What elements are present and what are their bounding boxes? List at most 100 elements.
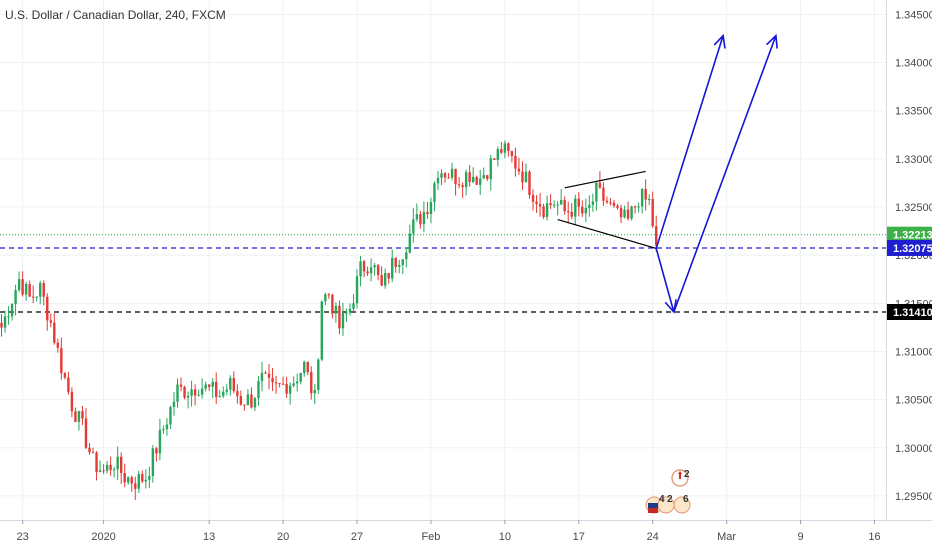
projection-arrowhead-1 [713,33,726,49]
candle [193,384,197,406]
candle [496,146,500,167]
candle [475,175,478,185]
candle-body [542,206,545,218]
candle-body [619,207,623,218]
candle-body [426,211,429,215]
candle [401,259,404,275]
candle-body [538,204,542,207]
candle [84,408,88,449]
candle [176,378,179,408]
candle-body [574,198,577,217]
candle-body [373,265,376,268]
candle [137,470,140,493]
projection-arrow-down [655,248,675,313]
candle [3,310,7,333]
candle-body [612,202,616,206]
candle-body [461,185,464,188]
candle [440,169,443,186]
candle [179,377,183,392]
candle-body [70,391,74,412]
candle-body [77,411,81,423]
candle-body [637,206,640,208]
candle [215,372,218,405]
candle-body [591,201,595,205]
time-tick-label: 9 [797,531,803,543]
candle [552,200,556,208]
candle-body [552,204,556,206]
candle [542,203,545,220]
candle [158,418,162,461]
candle [49,313,52,328]
candle-body [225,389,228,392]
candle [584,198,588,223]
candle-body [598,182,602,188]
price-tick-label: 1.33500 [895,106,932,118]
candle [493,158,496,161]
candle-body [412,219,415,234]
candle [486,174,489,182]
candle [320,300,324,362]
candle-body [10,303,14,317]
candle-body [60,347,63,374]
candlestick-series [0,140,658,500]
price-tick-label: 1.29500 [895,491,932,503]
candle [119,452,123,484]
candle [619,204,623,223]
candle [60,337,63,380]
price-axis[interactable]: 1.295001.300001.305001.310001.315001.320… [886,0,932,520]
candle [482,167,485,179]
candle [510,150,514,163]
candle [151,445,155,483]
candle [655,215,658,252]
candle-body [165,424,169,430]
candle-body [98,470,102,473]
badge-circle [673,496,691,514]
candle-body [102,470,105,472]
candle [31,285,35,304]
candle [471,167,475,184]
candle [545,195,549,221]
candle [609,198,612,206]
candle [538,192,542,217]
candle [383,268,387,289]
candle [376,264,380,281]
candle-body [49,320,52,323]
time-tick-label: Feb [421,531,440,543]
candle-body [267,373,271,378]
candle [429,197,433,224]
candle-body [253,398,257,408]
candle [95,451,98,481]
time-axis[interactable]: 23 2020 13 20 27 Feb 10 17 24 Mar 9 16 [0,520,932,543]
candle-body [0,322,3,328]
price-level-label: 1.32213 [893,230,932,242]
candle-body [24,284,28,295]
time-tick-label: 10 [499,531,511,543]
candle [535,195,538,213]
candle-body [190,389,193,396]
candle [362,259,366,278]
candle [352,294,355,312]
maple-leaf-icon [678,471,682,479]
candle [190,380,193,407]
candle [489,154,492,191]
price-tick-label: 1.34500 [895,9,932,21]
candle-body [211,381,214,387]
candle [130,475,133,492]
candle [155,446,158,462]
candle-body [482,175,485,179]
candle-body [183,386,186,398]
candle-body [626,209,630,219]
candle [310,366,313,400]
price-level-tag [887,226,932,243]
candle [616,204,619,210]
candle [464,169,468,196]
candle-body [313,389,316,394]
candle [288,382,292,405]
candle [419,210,422,229]
chart-grid [0,0,886,520]
candle [243,404,246,411]
candle-body [655,226,658,246]
candle-body [193,389,197,396]
candle [56,338,60,353]
